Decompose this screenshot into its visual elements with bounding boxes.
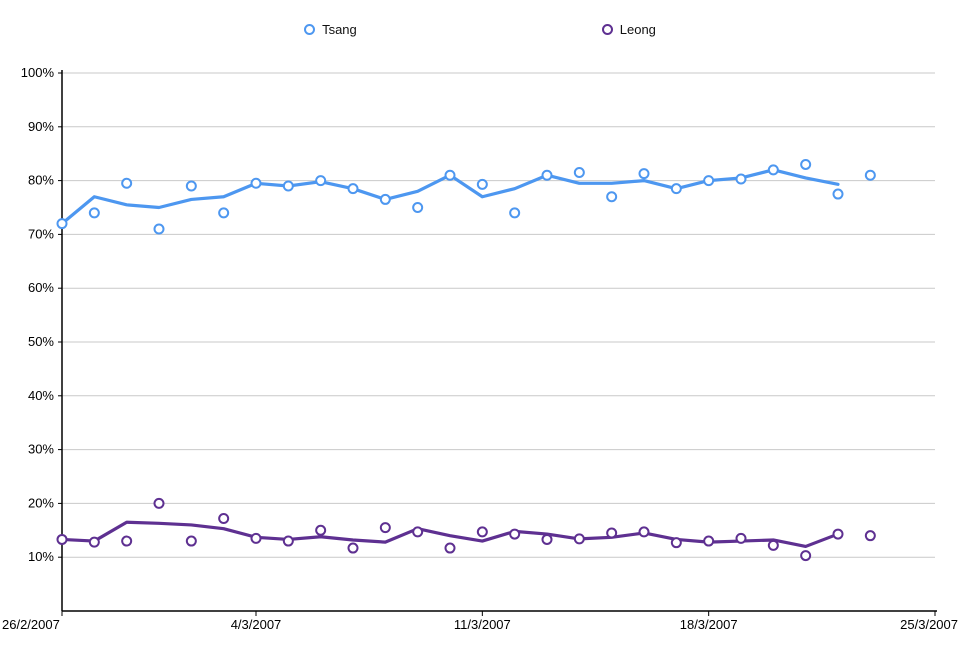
y-tick-label: 80% <box>28 173 54 188</box>
leong-marker-icon <box>601 24 613 35</box>
data-point-tsang <box>412 202 424 213</box>
legend: Tsang Leong <box>0 22 960 37</box>
data-point-tsang <box>638 168 650 180</box>
legend-label-tsang: Tsang <box>322 22 357 37</box>
y-tick-label: 40% <box>28 388 54 403</box>
y-tick-label: 30% <box>28 442 54 457</box>
data-point-tsang <box>735 173 747 185</box>
x-tick-label: 4/3/2007 <box>231 617 282 632</box>
data-point-leong <box>606 527 618 539</box>
data-point-tsang <box>153 223 165 235</box>
data-point-leong <box>800 550 812 562</box>
data-point-leong <box>832 528 844 540</box>
legend-label-leong: Leong <box>619 22 656 37</box>
data-point-tsang <box>703 175 715 187</box>
data-point-leong <box>638 526 650 538</box>
x-tick-label: 18/3/2007 <box>680 617 738 632</box>
y-tick-label: 60% <box>28 280 54 295</box>
data-point-tsang <box>56 218 68 230</box>
data-point-leong <box>476 526 488 538</box>
data-point-leong <box>250 532 262 544</box>
data-point-leong <box>509 528 521 540</box>
data-point-tsang <box>476 178 488 190</box>
data-point-leong <box>282 535 294 547</box>
data-point-tsang <box>573 167 585 179</box>
data-point-tsang <box>541 169 553 181</box>
tsang-marker-icon <box>304 24 316 35</box>
data-point-leong <box>444 542 456 554</box>
data-point-tsang <box>800 158 812 170</box>
data-point-tsang <box>250 177 262 189</box>
data-point-leong <box>735 532 747 544</box>
data-point-tsang <box>121 177 133 189</box>
data-point-leong <box>412 526 424 538</box>
y-tick-label: 20% <box>28 495 54 510</box>
data-point-leong <box>185 535 197 547</box>
y-tick-label: 90% <box>28 119 54 134</box>
data-point-tsang <box>315 175 327 187</box>
data-point-tsang <box>282 180 294 192</box>
x-tick-label: 26/2/2007 <box>2 617 60 632</box>
x-tick-label: 11/3/2007 <box>454 617 511 632</box>
data-point-leong <box>379 522 391 534</box>
data-point-leong <box>541 533 553 545</box>
data-point-tsang <box>832 188 844 200</box>
data-point-leong <box>88 536 100 548</box>
data-point-tsang <box>767 164 779 176</box>
data-point-leong <box>573 533 585 545</box>
data-point-tsang <box>379 193 391 205</box>
data-point-leong <box>121 535 133 547</box>
data-point-leong <box>670 537 682 549</box>
data-point-leong <box>347 542 359 554</box>
x-tick-label: 25/3/2007 <box>900 617 958 632</box>
data-point-leong <box>218 512 230 524</box>
data-point-leong <box>864 530 876 542</box>
legend-item-leong: Leong <box>601 22 656 37</box>
legend-item-tsang: Tsang <box>304 22 357 37</box>
y-tick-label: 70% <box>28 226 54 241</box>
data-point-tsang <box>606 191 618 203</box>
y-tick-label: 10% <box>28 549 54 564</box>
data-point-tsang <box>509 207 521 219</box>
data-point-leong <box>767 539 779 551</box>
data-point-leong <box>153 497 165 509</box>
data-point-tsang <box>185 180 197 192</box>
data-point-tsang <box>670 183 682 195</box>
data-point-tsang <box>864 169 876 181</box>
data-point-leong <box>703 535 715 547</box>
data-point-tsang <box>88 207 100 219</box>
data-point-leong <box>56 533 68 545</box>
data-point-leong <box>315 524 327 536</box>
data-point-tsang <box>444 169 456 181</box>
y-tick-label: 100% <box>21 65 55 80</box>
data-point-tsang <box>347 183 359 195</box>
data-point-tsang <box>218 207 230 219</box>
y-tick-label: 50% <box>28 334 54 349</box>
